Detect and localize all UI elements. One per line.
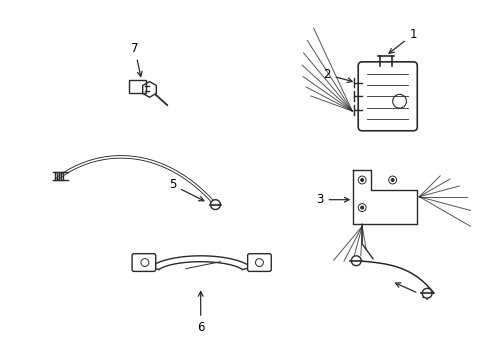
FancyBboxPatch shape — [358, 62, 416, 131]
Polygon shape — [352, 170, 416, 224]
FancyBboxPatch shape — [132, 254, 155, 271]
Circle shape — [390, 179, 393, 181]
FancyBboxPatch shape — [128, 80, 145, 93]
Text: 2: 2 — [323, 68, 351, 82]
Circle shape — [360, 206, 363, 209]
Polygon shape — [149, 256, 251, 270]
Text: 7: 7 — [131, 41, 142, 76]
Circle shape — [421, 288, 431, 298]
Text: 6: 6 — [197, 292, 204, 334]
FancyBboxPatch shape — [247, 254, 271, 271]
Text: 5: 5 — [168, 179, 203, 201]
Text: 4: 4 — [395, 283, 428, 303]
Text: 3: 3 — [316, 193, 348, 206]
Circle shape — [360, 179, 363, 181]
Text: 1: 1 — [388, 28, 416, 53]
Polygon shape — [142, 82, 156, 97]
Circle shape — [210, 200, 220, 210]
Circle shape — [350, 256, 361, 266]
